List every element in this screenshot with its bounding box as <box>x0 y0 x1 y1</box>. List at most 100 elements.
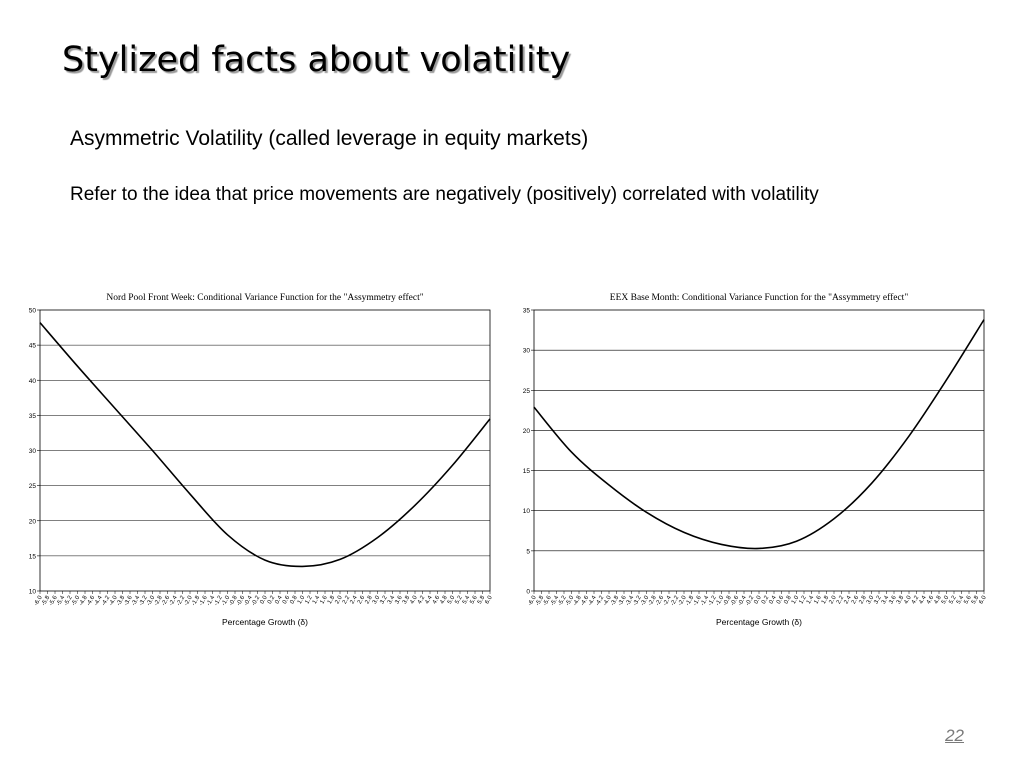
x-tick-label: 4.2 <box>911 594 921 605</box>
x-tick-label: 2.2 <box>342 594 352 605</box>
slide-body-text: Refer to the idea that price movements a… <box>70 184 819 205</box>
x-tick-label: -5.2 <box>557 594 568 607</box>
x-tick-label: -2.6 <box>655 594 666 607</box>
x-tick-label: -1.4 <box>700 594 711 607</box>
x-tick-label: -5.8 <box>535 594 546 607</box>
x-tick-label: 3.8 <box>896 594 906 605</box>
x-tick-label: 5.4 <box>956 594 966 605</box>
y-tick-label: 5 <box>526 548 530 555</box>
x-tick-label: -3.8 <box>610 594 621 607</box>
x-tick-label: 5.8 <box>477 594 487 605</box>
y-tick-label: 30 <box>523 348 531 355</box>
y-tick-label: 10 <box>29 589 37 596</box>
x-tick-label: 3.4 <box>387 594 397 605</box>
x-tick-label: -4.2 <box>101 594 112 607</box>
x-tick-label: -1.8 <box>685 594 696 607</box>
x-tick-label: -1.0 <box>715 594 726 607</box>
x-tick-label: -3.0 <box>640 594 651 607</box>
y-tick-label: 50 <box>29 308 37 315</box>
x-tick-label: 4.4 <box>424 594 434 605</box>
x-tick-label: 4.8 <box>933 594 943 605</box>
x-tick-label: 1.6 <box>813 594 823 605</box>
x-tick-label: 1.2 <box>304 594 314 605</box>
x-tick-label: -4.6 <box>580 594 591 607</box>
x-tick-label: 2.8 <box>858 594 868 605</box>
x-tick-label: -4.8 <box>78 594 89 607</box>
x-tick-label: -2.8 <box>153 594 164 607</box>
y-tick-label: 35 <box>29 413 37 420</box>
x-tick-label: 1.2 <box>798 594 808 605</box>
x-tick-label: 0.0 <box>259 594 269 605</box>
x-tick-label: 5.6 <box>963 594 973 605</box>
x-tick-label: 5.0 <box>941 594 951 605</box>
x-tick-label: 0.4 <box>768 594 778 605</box>
x-tick-label: 3.6 <box>888 594 898 605</box>
x-tick-label: -2.4 <box>168 594 179 607</box>
x-tick-label: -1.4 <box>206 594 217 607</box>
x-tick-label: 4.6 <box>432 594 442 605</box>
x-tick-label: 5.0 <box>447 594 457 605</box>
series-line <box>533 319 985 550</box>
x-tick-label: 5.2 <box>948 594 958 605</box>
y-tick-label: 15 <box>29 553 37 560</box>
x-tick-label: 2.6 <box>851 594 861 605</box>
x-tick-label: 0.6 <box>282 594 292 605</box>
x-tick-label: 4.0 <box>409 594 419 605</box>
x-tick-label: 2.0 <box>828 594 838 605</box>
chart-title: EEX Base Month: Conditional Variance Fun… <box>610 292 909 303</box>
x-tick-label: -4.4 <box>587 594 598 607</box>
y-tick-label: 10 <box>523 508 531 515</box>
x-tick-label: 1.8 <box>821 594 831 605</box>
x-tick-label: -5.6 <box>48 594 59 607</box>
x-tick-label: 3.2 <box>379 594 389 605</box>
x-tick-label: 0.2 <box>267 594 277 605</box>
y-tick-label: 30 <box>29 448 37 455</box>
x-tick-label: 1.6 <box>319 594 329 605</box>
x-axis-label: Percentage Growth (δ) <box>716 617 802 627</box>
x-tick-label: -1.8 <box>191 594 202 607</box>
x-tick-label: -4.0 <box>602 594 613 607</box>
x-tick-label: -5.4 <box>56 594 67 607</box>
chart-svg: Nord Pool Front Week: Conditional Varian… <box>29 292 494 627</box>
x-tick-label: -3.2 <box>138 594 149 607</box>
slide-subtitle: Asymmetric Volatility (called leverage i… <box>70 127 589 150</box>
chart-eex: EEX Base Month: Conditional Variance Fun… <box>516 287 1006 632</box>
chart-nord-pool: Nord Pool Front Week: Conditional Varian… <box>22 287 512 632</box>
series-line <box>39 322 491 568</box>
x-tick-label: -0.8 <box>228 594 239 607</box>
x-tick-label: 0.0 <box>753 594 763 605</box>
x-tick-label: 1.4 <box>312 594 322 605</box>
x-tick-label: -5.0 <box>565 594 576 607</box>
x-tick-label: 5.6 <box>469 594 479 605</box>
x-tick-label: -4.0 <box>108 594 119 607</box>
x-tick-label: -4.6 <box>86 594 97 607</box>
x-tick-label: 4.8 <box>439 594 449 605</box>
y-tick-label: 40 <box>29 378 37 385</box>
x-tick-label: 1.0 <box>791 594 801 605</box>
x-tick-label: -3.0 <box>146 594 157 607</box>
plot-area <box>533 309 985 592</box>
x-tick-label: 6.0 <box>978 594 988 605</box>
x-tick-label: 1.8 <box>327 594 337 605</box>
x-tick-label: 0.2 <box>761 594 771 605</box>
x-tick-label: -6.0 <box>527 594 538 607</box>
x-tick-label: 0.4 <box>274 594 284 605</box>
x-tick-label: 2.4 <box>349 594 359 605</box>
x-tick-label: -2.2 <box>670 594 681 607</box>
x-tick-label: 2.2 <box>836 594 846 605</box>
x-tick-label: 6.0 <box>484 594 494 605</box>
x-axis-label: Percentage Growth (δ) <box>222 617 308 627</box>
y-tick-label: 45 <box>29 343 37 350</box>
y-tick-label: 20 <box>523 428 531 435</box>
y-tick-label: 25 <box>523 388 531 395</box>
y-tick-label: 15 <box>523 468 531 475</box>
x-tick-label: -3.8 <box>116 594 127 607</box>
x-tick-label: 0.6 <box>776 594 786 605</box>
x-tick-label: -4.2 <box>595 594 606 607</box>
x-tick-label: 3.0 <box>866 594 876 605</box>
x-tick-label: -2.4 <box>662 594 673 607</box>
x-tick-label: -0.8 <box>722 594 733 607</box>
x-tick-label: -2.0 <box>183 594 194 607</box>
x-tick-label: -3.6 <box>617 594 628 607</box>
chart-title: Nord Pool Front Week: Conditional Varian… <box>106 292 423 303</box>
